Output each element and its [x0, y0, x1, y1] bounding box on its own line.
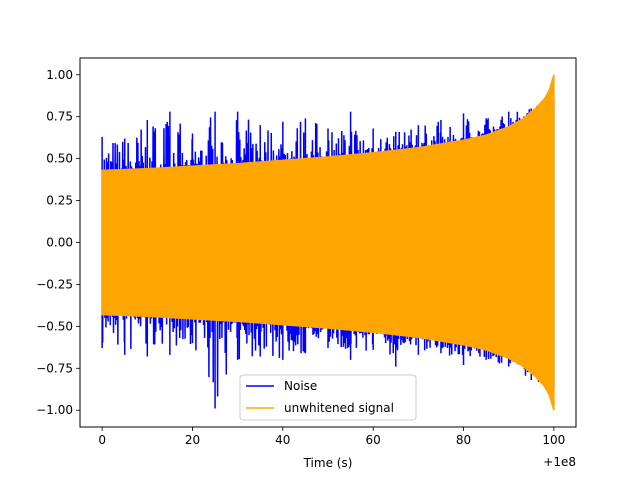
legend-label-noise: Noise [284, 379, 317, 393]
x-tick-label: 0 [98, 433, 106, 447]
y-tick-label: 0.00 [46, 236, 73, 250]
legend-label-unwhitened-signal: unwhitened signal [284, 401, 394, 415]
legend: Noise unwhitened signal [239, 374, 417, 421]
series-layer [101, 74, 555, 411]
x-axis: 0 20 40 60 80 100 [98, 427, 565, 447]
x-tick-label: 40 [275, 433, 290, 447]
x-offset-label: +1e8 [543, 455, 576, 469]
x-tick-label: 100 [542, 433, 565, 447]
y-tick-label: −1.00 [36, 403, 73, 417]
y-tick-label: −0.25 [36, 277, 73, 291]
y-tick-label: 0.25 [46, 194, 73, 208]
y-axis: 1.00 0.75 0.50 0.25 0.00 −0.25 −0.50 −0.75 −1.00 [36, 68, 80, 417]
x-tick-label: 20 [185, 433, 200, 447]
y-tick-label: 0.50 [46, 152, 73, 166]
x-tick-label: 60 [366, 433, 381, 447]
y-tick-label: −0.50 [36, 319, 73, 333]
y-tick-label: 1.00 [46, 68, 73, 82]
legend-box [239, 374, 417, 421]
series-line-unwhitened-signal [101, 74, 555, 411]
y-tick-label: 0.75 [46, 110, 73, 124]
y-tick-label: −0.75 [36, 361, 73, 375]
x-axis-label: Time (s) [303, 456, 353, 470]
plot-area [79, 57, 577, 428]
x-tick-label: 80 [456, 433, 471, 447]
